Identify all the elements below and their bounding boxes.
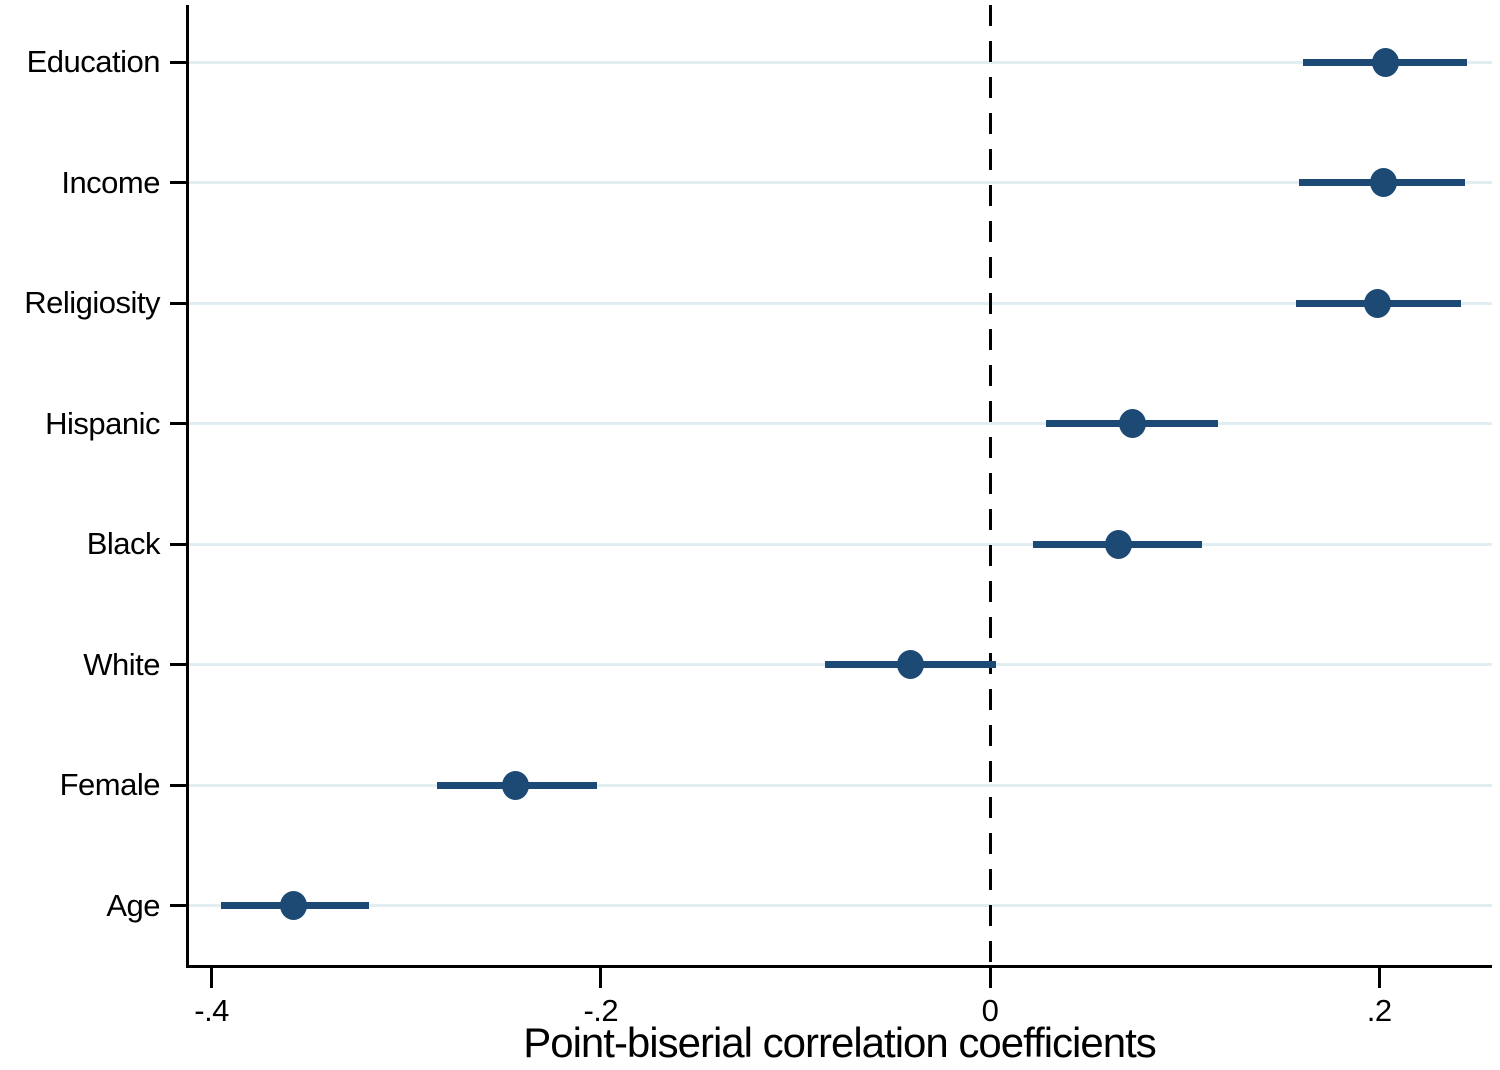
data-point-marker [1104, 529, 1132, 559]
y-axis-label: Female [59, 767, 161, 803]
y-axis-label: Hispanic [45, 405, 160, 441]
y-axis-tick [170, 422, 186, 426]
category-gridline [189, 783, 1492, 787]
x-axis-tick-label: .2 [1366, 993, 1392, 1028]
y-axis-label: Black [86, 526, 161, 562]
data-point-marker [1118, 409, 1146, 439]
x-axis-tick-label: -.4 [194, 993, 229, 1028]
y-axis-tick [170, 60, 186, 64]
y-axis-tick [170, 542, 186, 546]
y-axis-tick [170, 301, 186, 305]
category-gridline [189, 422, 1492, 426]
y-axis-tick [170, 904, 186, 908]
data-point-marker [1371, 47, 1399, 77]
x-axis-tick-label: 0 [981, 993, 999, 1028]
category-gridline [189, 60, 1492, 64]
y-axis-tick [170, 783, 186, 787]
y-axis-label: Income [61, 164, 160, 200]
x-axis-tick [988, 968, 992, 988]
y-axis-tick [170, 181, 186, 185]
x-axis-tick [1377, 968, 1381, 988]
y-axis-line [186, 5, 189, 968]
zero-reference-line [988, 5, 992, 965]
data-point-marker [1369, 168, 1397, 198]
category-gridline [189, 904, 1492, 908]
data-point-marker [896, 650, 924, 680]
y-axis-label: Age [106, 887, 160, 923]
category-gridline [189, 181, 1492, 185]
y-axis-label: Education [26, 44, 161, 79]
y-axis-label: Religiosity [24, 285, 160, 321]
x-axis-line [186, 965, 1492, 968]
x-axis-tick [599, 968, 603, 988]
x-axis-tick-label: -.2 [583, 993, 619, 1028]
y-axis-label: White [83, 646, 160, 682]
data-point-marker [501, 770, 529, 800]
x-axis-title: Point-biserial correlation coefficients [523, 1019, 1157, 1066]
data-point-marker [279, 891, 307, 921]
y-axis-tick [170, 663, 186, 667]
category-gridline [189, 301, 1492, 305]
category-gridline [189, 542, 1492, 546]
data-point-marker [1363, 288, 1391, 318]
x-axis-tick [210, 968, 214, 988]
